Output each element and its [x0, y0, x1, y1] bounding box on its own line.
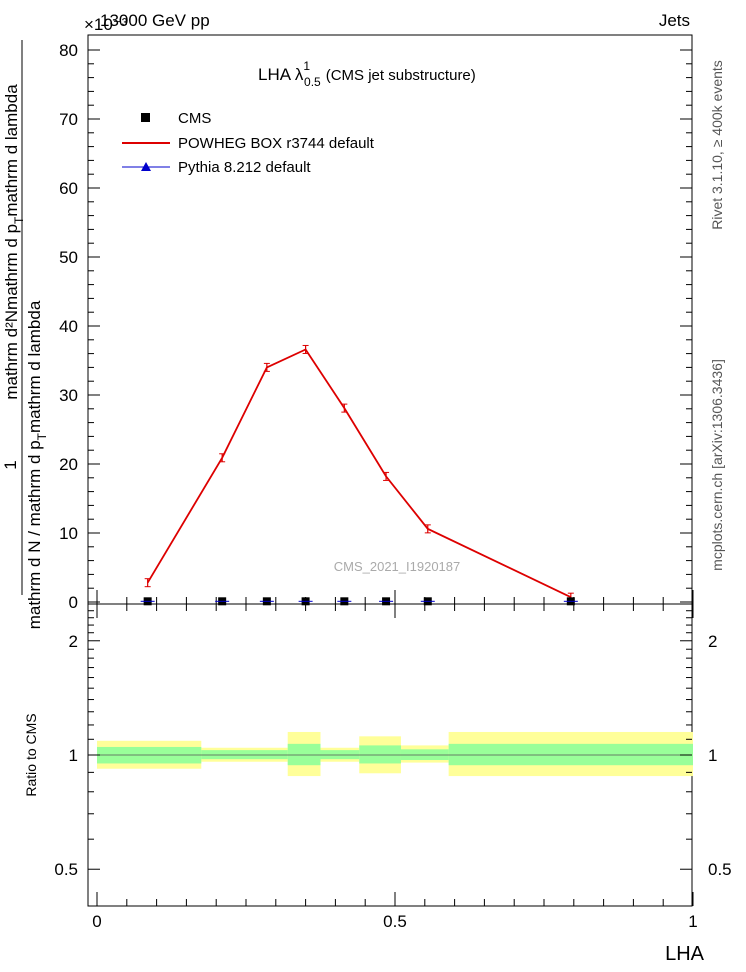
legend-label-cms: CMS — [178, 110, 211, 127]
ratio-band-inner-6 — [448, 743, 693, 766]
y-label-numerator: mathrm d²Nmathrm d pTmathrm d lambda — [2, 84, 26, 400]
powheg-line — [146, 348, 572, 598]
ratio-tick-label-right: 0.5 — [708, 860, 732, 879]
ratio-band-inner-2 — [287, 743, 321, 766]
legend-marker-pythia — [141, 162, 151, 171]
y-tick-label: 80 — [59, 41, 78, 60]
y-tick-label: 50 — [59, 248, 78, 267]
y-tick-label: 10 — [59, 524, 78, 543]
main-axis-ticks: 0 10 20 30 40 50 60 70 80 — [59, 41, 692, 612]
ratio-axis-ticks: 0.5 0.5 1 1 2 2 — [54, 610, 732, 879]
x-axis-label: LHA — [665, 943, 705, 965]
header-exponent: ×10⁻³ — [84, 15, 128, 34]
x-tick-label: 0 — [92, 912, 101, 931]
y-tick-label: 30 — [59, 386, 78, 405]
legend-marker-cms — [141, 113, 150, 122]
y-tick-label: 40 — [59, 317, 78, 336]
legend-label-powheg: POWHEG BOX r3744 default — [178, 135, 375, 152]
series-layer — [140, 344, 578, 606]
ratio-y-label: Ratio to CMS — [23, 713, 39, 796]
ratio-tick-label: 1 — [69, 746, 78, 765]
mcplots-label: mcplots.cern.ch [arXiv:1306.3436] — [709, 359, 725, 571]
y-tick-label: 20 — [59, 455, 78, 474]
header-right-label: Jets — [659, 11, 690, 30]
x-tick-label: 0.5 — [383, 912, 407, 931]
ratio-tick-label: 2 — [69, 632, 78, 651]
ratio-tick-label-right: 2 — [708, 632, 717, 651]
y-tick-label: 70 — [59, 110, 78, 129]
rivet-label: Rivet 3.1.10, ≥ 400k events — [709, 60, 725, 230]
x-axis-ticks: 0 0.5 1 — [92, 590, 698, 931]
y-axis-label-main: 1 mathrm d²Nmathrm d pTmathrm d lambda m… — [1, 40, 49, 629]
y-label-denominator: mathrm d N / mathrm d pTmathrm d lambda — [25, 300, 49, 629]
ratio-band-inner-4 — [359, 745, 401, 764]
y-tick-label: 60 — [59, 179, 78, 198]
chart-title: LHA λ1 0.5 (CMS jet substructure) — [258, 59, 476, 89]
y-tick-label: 0 — [69, 593, 78, 612]
legend-label-pythia: Pythia 8.212 default — [178, 159, 311, 176]
header-left-label: 13000 GeV pp — [100, 11, 210, 30]
y-label-one: 1 — [1, 460, 20, 469]
x-tick-label: 1 — [688, 912, 697, 931]
ratio-tick-label-right: 1 — [708, 746, 717, 765]
ratio-bands — [88, 731, 693, 777]
ratio-tick-label: 0.5 — [54, 860, 78, 879]
analysis-watermark: CMS_2021_I1920187 — [334, 559, 461, 574]
